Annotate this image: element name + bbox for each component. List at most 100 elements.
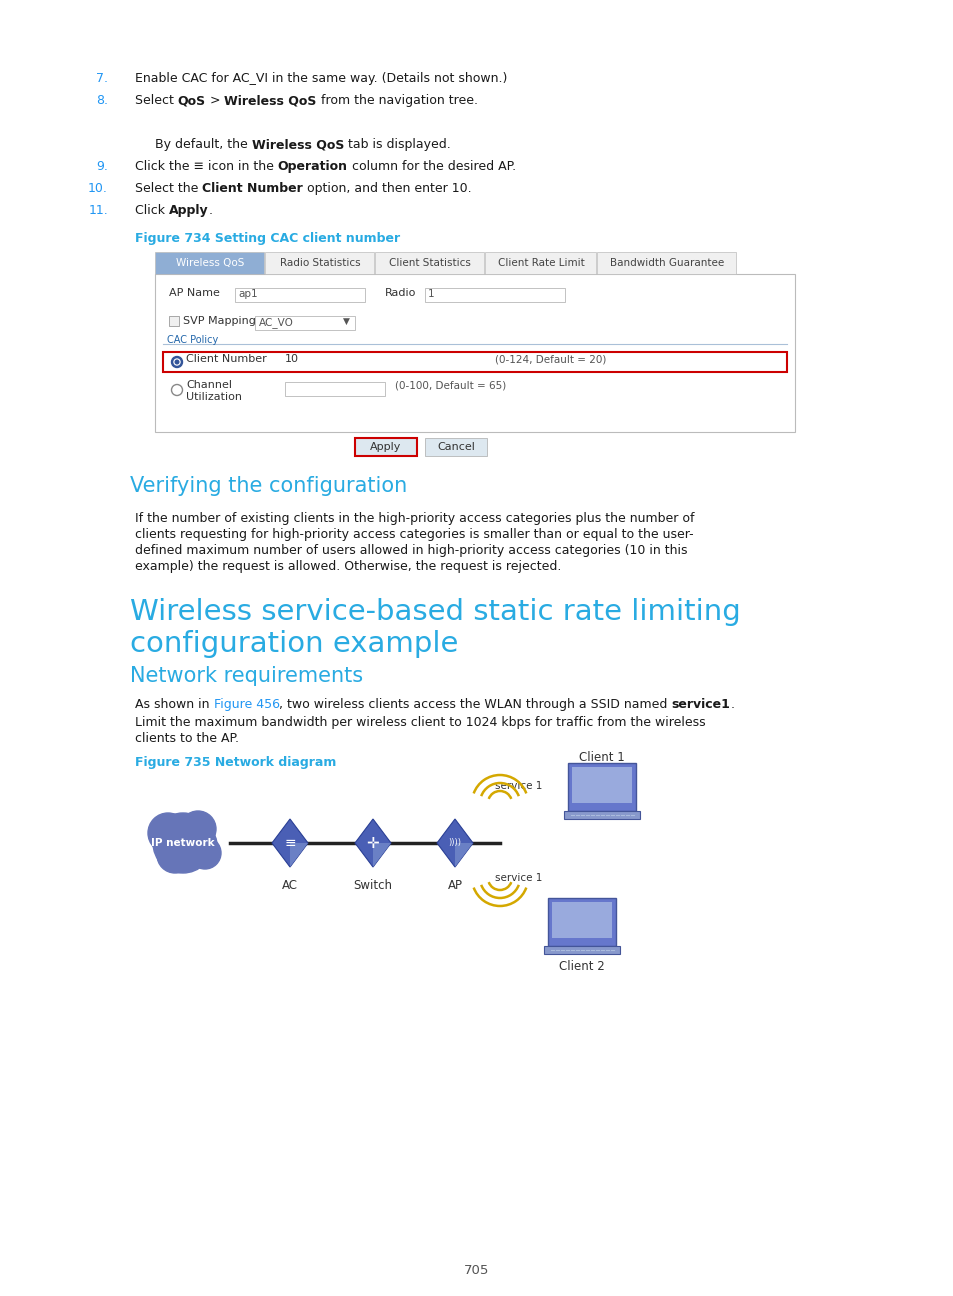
Text: Apply: Apply [370, 442, 401, 452]
Text: Wireless QoS: Wireless QoS [252, 137, 344, 152]
Text: ✛: ✛ [366, 836, 379, 850]
FancyBboxPatch shape [424, 438, 486, 456]
Text: ap1: ap1 [237, 289, 257, 299]
Text: Limit the maximum bandwidth per wireless client to 1024 kbps for traffic from th: Limit the maximum bandwidth per wireless… [135, 715, 705, 728]
Text: AP Name: AP Name [169, 288, 219, 298]
Text: 705: 705 [464, 1264, 489, 1277]
Text: defined maximum number of users allowed in high-priority access categories (10 i: defined maximum number of users allowed … [135, 544, 687, 557]
Text: 8.: 8. [96, 95, 108, 108]
Text: Click the ≡ icon in the: Click the ≡ icon in the [135, 159, 277, 172]
Text: Bandwidth Guarantee: Bandwidth Guarantee [609, 258, 723, 268]
Polygon shape [290, 842, 308, 867]
Text: Apply: Apply [169, 203, 209, 216]
Text: service 1: service 1 [495, 874, 542, 883]
Polygon shape [455, 842, 473, 867]
Text: (0-124, Default = 20): (0-124, Default = 20) [495, 354, 606, 364]
Circle shape [152, 813, 213, 874]
Text: Client 2: Client 2 [558, 960, 604, 973]
Text: ≡: ≡ [284, 836, 295, 850]
Text: Select the: Select the [135, 181, 202, 194]
Text: Radio: Radio [385, 288, 416, 298]
Polygon shape [373, 842, 391, 867]
Text: Network requirements: Network requirements [130, 666, 363, 686]
Circle shape [175, 360, 178, 364]
Text: Switch: Switch [354, 879, 392, 892]
Text: 10: 10 [285, 354, 298, 364]
Circle shape [172, 823, 216, 867]
Text: Operation: Operation [277, 159, 348, 172]
Text: example) the request is allowed. Otherwise, the request is rejected.: example) the request is allowed. Otherwi… [135, 560, 560, 573]
Circle shape [148, 813, 188, 853]
Text: Figure 734 Setting CAC client number: Figure 734 Setting CAC client number [135, 232, 399, 245]
FancyBboxPatch shape [154, 273, 794, 432]
Text: Radio Statistics: Radio Statistics [279, 258, 360, 268]
Text: AP: AP [447, 879, 462, 892]
Text: Channel: Channel [186, 380, 232, 390]
Text: Client 1: Client 1 [578, 750, 624, 765]
Text: Figure 456: Figure 456 [213, 699, 279, 712]
Text: Cancel: Cancel [436, 442, 475, 452]
Text: AC: AC [282, 879, 297, 892]
Text: Figure 735 Network diagram: Figure 735 Network diagram [135, 756, 336, 769]
Text: CAC Policy: CAC Policy [167, 334, 218, 345]
Text: ▼: ▼ [343, 318, 350, 327]
Text: Client Number: Client Number [186, 354, 267, 364]
Text: 11.: 11. [89, 203, 108, 216]
FancyBboxPatch shape [234, 288, 365, 302]
Text: Enable CAC for AC_VI in the same way. (Details not shown.): Enable CAC for AC_VI in the same way. (D… [135, 73, 507, 86]
Polygon shape [355, 819, 391, 867]
Text: Wireless QoS: Wireless QoS [175, 258, 244, 268]
Polygon shape [272, 819, 308, 867]
Text: Client Statistics: Client Statistics [389, 258, 471, 268]
Text: (0-100, Default = 65): (0-100, Default = 65) [395, 380, 506, 390]
Circle shape [172, 356, 182, 368]
Text: service1: service1 [671, 699, 730, 712]
Text: QoS: QoS [177, 95, 206, 108]
FancyBboxPatch shape [285, 382, 385, 397]
Text: AC_VO: AC_VO [258, 318, 294, 328]
Text: Select: Select [135, 95, 177, 108]
Text: If the number of existing clients in the high-priority access categories plus th: If the number of existing clients in the… [135, 512, 694, 525]
Polygon shape [567, 763, 636, 811]
Text: tab is displayed.: tab is displayed. [344, 137, 451, 152]
Text: Client Rate Limit: Client Rate Limit [497, 258, 584, 268]
Circle shape [189, 837, 221, 870]
Text: option, and then enter 10.: option, and then enter 10. [303, 181, 471, 194]
Text: SVP Mapping: SVP Mapping [183, 316, 255, 327]
FancyBboxPatch shape [484, 251, 596, 273]
Polygon shape [563, 811, 639, 819]
FancyBboxPatch shape [163, 353, 786, 372]
FancyBboxPatch shape [169, 316, 179, 327]
Text: clients requesting for high-priority access categories is smaller than or equal : clients requesting for high-priority acc… [135, 527, 693, 540]
FancyBboxPatch shape [375, 251, 483, 273]
Text: .: . [209, 203, 213, 216]
Text: 1: 1 [428, 289, 435, 299]
Circle shape [173, 359, 180, 365]
Text: IP network: IP network [151, 839, 214, 848]
Text: Utilization: Utilization [186, 391, 242, 402]
Text: from the navigation tree.: from the navigation tree. [316, 95, 477, 108]
Text: service 1: service 1 [495, 781, 542, 791]
FancyBboxPatch shape [265, 251, 374, 273]
FancyBboxPatch shape [154, 251, 264, 273]
FancyBboxPatch shape [355, 438, 416, 456]
Text: Verifying the configuration: Verifying the configuration [130, 476, 407, 496]
Polygon shape [547, 898, 616, 946]
FancyBboxPatch shape [597, 251, 735, 273]
Text: 10.: 10. [88, 181, 108, 194]
Polygon shape [552, 902, 612, 938]
Text: By default, the: By default, the [154, 137, 252, 152]
FancyBboxPatch shape [254, 316, 355, 330]
Text: As shown in: As shown in [135, 699, 213, 712]
Text: .: . [730, 699, 734, 712]
Circle shape [180, 811, 215, 848]
Text: 7.: 7. [96, 73, 108, 86]
Text: configuration example: configuration example [130, 630, 457, 658]
Text: 9.: 9. [96, 159, 108, 172]
Polygon shape [543, 946, 619, 954]
Circle shape [157, 837, 193, 874]
Text: column for the desired AP.: column for the desired AP. [348, 159, 516, 172]
Polygon shape [436, 819, 473, 867]
Text: Wireless service-based static rate limiting: Wireless service-based static rate limit… [130, 597, 740, 626]
Polygon shape [572, 767, 631, 804]
